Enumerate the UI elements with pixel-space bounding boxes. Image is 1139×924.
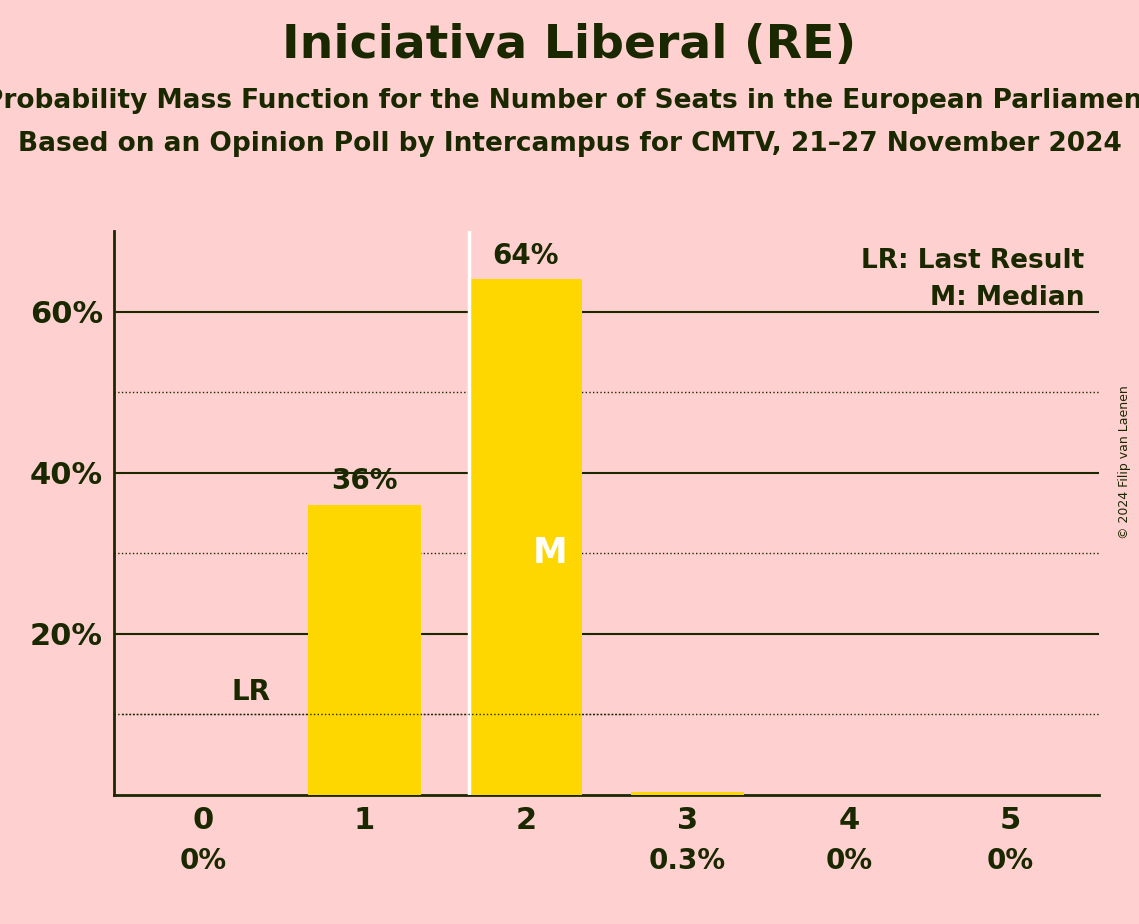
Text: 0.3%: 0.3%: [649, 847, 726, 875]
Text: 0%: 0%: [179, 847, 227, 875]
Text: © 2024 Filip van Laenen: © 2024 Filip van Laenen: [1118, 385, 1131, 539]
Text: Probability Mass Function for the Number of Seats in the European Parliament: Probability Mass Function for the Number…: [0, 88, 1139, 114]
Bar: [469, 279, 582, 795]
Text: Based on an Opinion Poll by Intercampus for CMTV, 21–27 November 2024: Based on an Opinion Poll by Intercampus …: [17, 131, 1122, 157]
Text: 36%: 36%: [331, 468, 398, 495]
Text: 0%: 0%: [826, 847, 872, 875]
Bar: [631, 792, 744, 795]
Text: LR: LR: [232, 678, 271, 706]
Text: Iniciativa Liberal (RE): Iniciativa Liberal (RE): [282, 23, 857, 68]
Text: M: Median: M: Median: [929, 285, 1084, 310]
Text: 64%: 64%: [492, 242, 559, 270]
Text: LR: Last Result: LR: Last Result: [861, 248, 1084, 274]
Bar: [308, 505, 420, 795]
Text: M: M: [533, 536, 567, 570]
Text: 0%: 0%: [986, 847, 1034, 875]
